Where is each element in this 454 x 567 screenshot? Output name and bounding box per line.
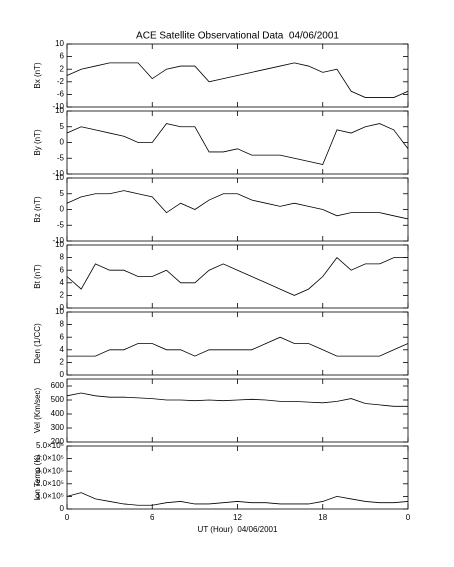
data-line xyxy=(66,190,409,220)
y-tick-label: 2 xyxy=(60,358,65,367)
y-tick-label: 500 xyxy=(51,395,65,404)
y-axis-label: Vel (Km/sec) xyxy=(33,387,42,433)
y-tick-label: -6 xyxy=(57,90,65,99)
y-tick-label: 5 xyxy=(60,189,65,198)
y-tick-label: 0 xyxy=(60,205,65,214)
y-tick-label: 4.0×10⁵ xyxy=(36,454,64,463)
y-tick-label: 400 xyxy=(51,409,65,418)
y-tick-label: -10 xyxy=(52,102,64,111)
data-line xyxy=(66,257,408,296)
y-tick-label: -10 xyxy=(52,169,64,178)
x-tick-label: 0 xyxy=(406,513,411,522)
x-tick-label: 18 xyxy=(318,513,327,522)
panel-frame xyxy=(66,110,409,175)
y-tick-label: 3.0×10⁵ xyxy=(36,466,64,475)
y-tick-label: 2.0×10⁵ xyxy=(36,479,64,488)
y-tick-label: 10 xyxy=(55,173,64,182)
y-tick-label: 5 xyxy=(60,122,65,131)
y-tick-label: -5 xyxy=(57,220,65,229)
y-tick-label: 0 xyxy=(60,303,65,312)
panel-frame xyxy=(66,378,409,443)
y-tick-label: 2 xyxy=(60,64,65,73)
data-line xyxy=(66,123,409,166)
x-tick-label: 6 xyxy=(150,513,155,522)
y-tick-label: 10 xyxy=(55,240,64,249)
data-line xyxy=(67,336,409,357)
y-tick-label: 0 xyxy=(60,370,65,379)
y-tick-label: 8 xyxy=(60,320,65,329)
y-axis-label: Bt (nT) xyxy=(33,264,42,289)
data-line xyxy=(66,392,408,407)
y-tick-label: 6 xyxy=(60,52,65,61)
y-tick-label: 4 xyxy=(60,278,65,287)
y-tick-label: 10 xyxy=(55,106,64,115)
panel-frame xyxy=(66,311,409,376)
y-tick-label: 10 xyxy=(55,39,64,48)
y-tick-label: -10 xyxy=(52,236,64,245)
x-tick-label: 12 xyxy=(233,513,242,522)
y-axis-label: By (nT) xyxy=(33,129,42,156)
chart-title: ACE Satellite Observational Data 04/06/2… xyxy=(136,31,339,42)
y-tick-label: 6 xyxy=(60,265,65,274)
y-tick-label: 8 xyxy=(60,253,65,262)
y-tick-label: -2 xyxy=(57,77,65,86)
x-tick-label: 0 xyxy=(65,513,70,522)
y-tick-label: 4 xyxy=(60,345,65,354)
y-tick-label: 0 xyxy=(60,504,65,513)
y-tick-label: -5 xyxy=(57,153,65,162)
panel-frame xyxy=(66,177,409,242)
data-line xyxy=(66,492,409,506)
y-axis-label: Den (1/CC) xyxy=(33,323,42,364)
y-axis-label: Bx (nT) xyxy=(33,62,42,89)
y-tick-label: 5.0×10⁵ xyxy=(36,441,64,450)
y-tick-label: 10 xyxy=(55,307,64,316)
x-axis-label: UT (Hour) 04/06/2001 xyxy=(198,525,278,534)
y-tick-label: 1.0×10⁵ xyxy=(36,492,64,501)
y-tick-label: 600 xyxy=(51,381,65,390)
panel-frame xyxy=(66,244,409,309)
y-tick-label: 0 xyxy=(60,138,65,147)
y-tick-label: 6 xyxy=(60,332,65,341)
y-tick-label: 300 xyxy=(51,423,65,432)
data-line xyxy=(66,62,409,98)
y-axis-label: Ion Temp (K) xyxy=(33,454,42,500)
y-tick-label: 2 xyxy=(60,291,65,300)
y-tick-label: 200 xyxy=(51,437,65,446)
y-axis-label: Bz (nT) xyxy=(33,196,42,223)
